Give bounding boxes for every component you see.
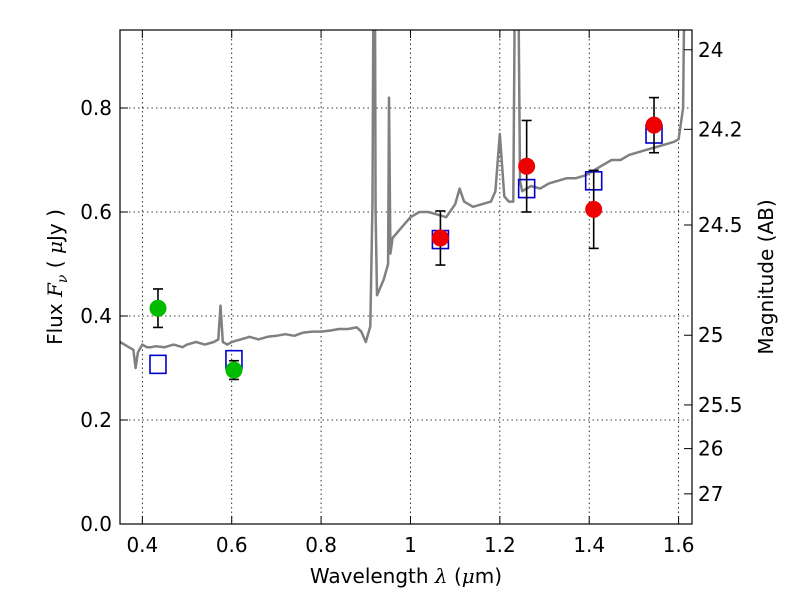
observed-flux-point — [149, 299, 167, 317]
y-tick-label: 0.4 — [80, 304, 112, 328]
y2-tick-label: 25.5 — [698, 393, 743, 417]
x-tick-label: 1 — [404, 533, 417, 557]
observed-flux-point — [225, 361, 243, 379]
observed-flux-point — [518, 157, 536, 175]
y2-tick-label: 24 — [698, 38, 723, 62]
x-tick-label: 1.2 — [484, 533, 516, 557]
y-tick-label: 0.0 — [80, 512, 112, 536]
grid-lines — [120, 30, 692, 525]
x-tick-label: 1.6 — [663, 533, 695, 557]
y2-axis-label: Magnitude (AB) — [754, 199, 778, 354]
x-tick-label: 0.4 — [126, 533, 158, 557]
y2-tick-label: 24.5 — [698, 213, 743, 237]
observed-flux-point — [585, 200, 603, 218]
y2-tick-label: 26 — [698, 437, 723, 461]
x-tick-label: 1.4 — [573, 533, 605, 557]
observed-flux-point — [645, 116, 663, 134]
x-axis-label: Wavelength λ (μm) — [310, 564, 502, 588]
tick-layer: 0.4 0.6 0.8 1 1.2 1.4 1.6 0.0 0.2 0.4 0.6 0.8 24 24.2… — [80, 30, 743, 557]
y-tick-label: 0.8 — [80, 96, 112, 120]
x-tick-label: 0.6 — [216, 533, 248, 557]
plot-frame — [119, 29, 693, 525]
y2-tick-label: 24.2 — [698, 117, 743, 141]
y-tick-label: 0.6 — [80, 200, 112, 224]
y2-tick-label: 27 — [698, 482, 723, 506]
model-flux-square — [149, 354, 167, 375]
data-layer — [120, 30, 686, 381]
y2-tick-label: 25 — [698, 323, 723, 347]
y-axis-label: Flux Fν ( μJy ) — [43, 209, 71, 345]
x-tick-label: 0.8 — [305, 533, 337, 557]
observed-flux-point — [431, 229, 449, 247]
y-tick-label: 0.2 — [80, 408, 112, 432]
template-spectrum-line — [120, 30, 686, 370]
